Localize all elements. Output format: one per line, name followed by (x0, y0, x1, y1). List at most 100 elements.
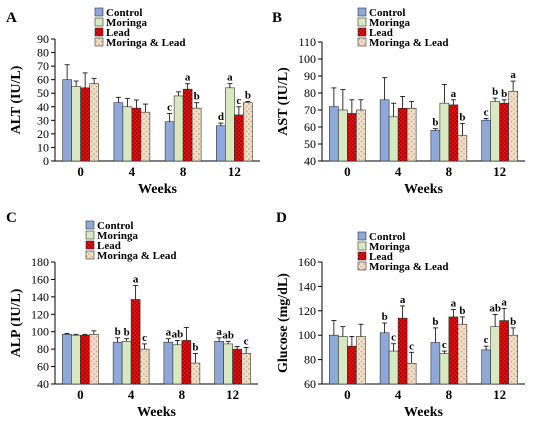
significance-label: d (218, 111, 224, 123)
bar (89, 83, 99, 162)
legend-swatch (357, 251, 367, 261)
legend-label: Control (106, 7, 142, 19)
panel-letter: D (276, 210, 287, 226)
y-tick-label: 140 (298, 279, 316, 293)
y-tick-label: 180 (31, 255, 49, 269)
x-axis-label: Weeks (138, 182, 177, 197)
bar (130, 299, 141, 385)
y-tick-label: 80 (37, 342, 49, 356)
y-tick-label: 60 (37, 360, 49, 374)
y-tick-label: 120 (298, 304, 316, 318)
bar (481, 349, 491, 385)
legend-label: Moringa & Lead (369, 37, 448, 49)
y-tick-label: 0 (43, 154, 49, 168)
significance-label: c (484, 334, 489, 346)
significance-label: c (142, 332, 147, 344)
legend-swatch (85, 220, 95, 230)
bar (140, 111, 151, 162)
y-tick-label: 40 (37, 100, 49, 114)
bar (430, 342, 441, 385)
y-axis-label: ALP (IU/L) (9, 288, 24, 357)
legend-label: Moringa (369, 241, 410, 253)
legend-swatch (94, 27, 104, 37)
x-axis-label: Weeks (404, 405, 443, 420)
y-tick-label: 140 (31, 290, 49, 304)
x-tick-label: 8 (179, 387, 186, 402)
y-tick-label: 60 (304, 377, 316, 391)
y-axis-label: Glucose (mg/dL) (276, 273, 291, 373)
significance-label: a (451, 88, 457, 100)
significance-label: b (459, 112, 465, 124)
chart-panel-c: C 40 60 80 100 120 140 160 180 ALP (IU/L) Weeks 0 4 b… (6, 210, 258, 420)
bar (439, 102, 450, 162)
bar (131, 107, 142, 162)
bar (163, 341, 174, 385)
significance-label: a (451, 298, 457, 310)
bar (448, 104, 459, 162)
bar (62, 334, 72, 385)
legend-label: Lead (97, 240, 121, 252)
legend-swatch (94, 17, 104, 27)
legend-swatch (357, 261, 367, 271)
significance-label: b (459, 305, 465, 317)
significance-label: b (382, 311, 388, 323)
significance-label: c (484, 107, 489, 119)
y-tick-label: 50 (304, 137, 316, 151)
bar (241, 353, 251, 385)
x-tick-label: 0 (344, 164, 351, 179)
significance-label: b (432, 117, 438, 129)
bar (439, 353, 450, 385)
significance-label: b (245, 89, 251, 101)
bar (223, 343, 233, 385)
bar (80, 334, 90, 385)
bar (216, 125, 226, 162)
legend-label: Moringa (369, 17, 410, 29)
bar (397, 108, 408, 162)
significance-label: c (167, 102, 172, 114)
bar (190, 362, 201, 385)
y-tick-label: 80 (304, 86, 316, 100)
significance-label: a (400, 294, 406, 306)
bar (234, 114, 244, 162)
legend-label: Moringa & Lead (97, 250, 176, 262)
bar (499, 102, 509, 162)
x-tick-label: 4 (128, 387, 135, 402)
significance-label: a (166, 327, 172, 339)
x-tick-label: 4 (395, 387, 402, 402)
y-tick-label: 20 (37, 127, 49, 141)
bar (191, 107, 202, 162)
y-tick-label: 60 (37, 73, 49, 87)
bar (329, 106, 339, 162)
bar (388, 116, 399, 162)
significance-label: a (501, 296, 507, 308)
bar (164, 121, 175, 162)
legend-swatch (94, 7, 104, 17)
significance-label: b (115, 326, 121, 338)
significance-label: c (236, 95, 241, 107)
x-tick-label: 0 (77, 164, 84, 179)
legend-swatch (357, 17, 367, 27)
y-tick-label: 100 (298, 328, 316, 342)
bar (379, 99, 390, 162)
bar (448, 316, 459, 385)
chart-panel-d: D 60 80 100 120 140 160 Glucose (mg/dL) Weeks 0 4 b… (276, 210, 525, 420)
bar (508, 91, 518, 162)
bar (172, 344, 183, 385)
bar (406, 108, 417, 162)
bar (225, 87, 235, 162)
bar (490, 326, 500, 385)
significance-label: ab (222, 329, 234, 341)
y-tick-label: 60 (304, 120, 316, 134)
bar (71, 86, 81, 162)
y-tick-label: 70 (37, 59, 49, 73)
y-tick-label: 90 (304, 69, 316, 83)
bar (356, 109, 366, 162)
bar (490, 101, 500, 162)
y-tick-label: 10 (37, 140, 49, 154)
significance-label: c (442, 339, 447, 351)
bar (508, 334, 518, 385)
y-axis-label: AST (IU/L) (276, 67, 291, 136)
bar (182, 88, 193, 162)
